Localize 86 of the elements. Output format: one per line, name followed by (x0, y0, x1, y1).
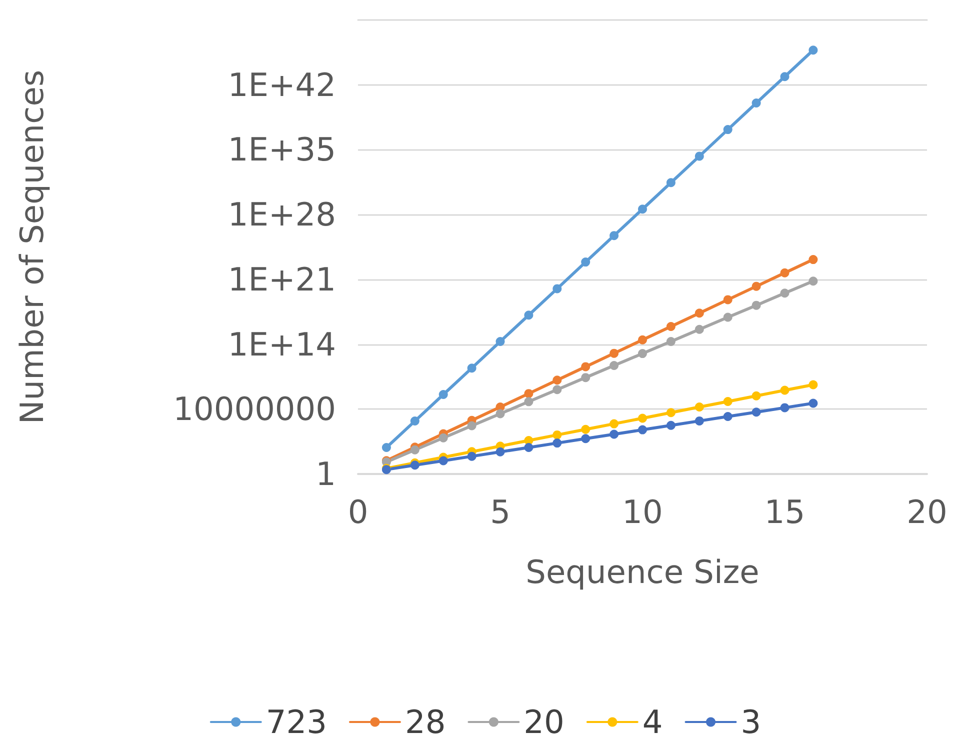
y-tick-label: 1E+14 (228, 325, 336, 364)
point (808, 380, 818, 390)
legend-label: 3 (740, 703, 762, 741)
point (438, 456, 448, 466)
point (524, 389, 534, 398)
point (581, 434, 590, 444)
x-tick-label: 20 (906, 493, 948, 531)
point (638, 335, 647, 344)
x-tick-label: 15 (764, 493, 806, 531)
point (694, 416, 704, 426)
point (694, 152, 704, 161)
point (808, 398, 818, 408)
point (581, 373, 590, 382)
point (552, 430, 562, 440)
point (638, 204, 647, 214)
point (382, 443, 391, 452)
point (467, 421, 476, 430)
point (723, 295, 732, 304)
point (780, 288, 790, 298)
point (666, 322, 676, 331)
point (780, 403, 790, 412)
point (581, 258, 590, 267)
point (723, 412, 732, 422)
point (723, 396, 732, 406)
legend-label: 20 (524, 703, 564, 741)
point (808, 255, 818, 264)
point (752, 282, 761, 291)
point (666, 408, 676, 418)
point (410, 445, 420, 454)
point (410, 416, 420, 426)
point (524, 397, 534, 406)
point (638, 349, 647, 358)
point (752, 391, 761, 400)
y-tick-label: 10000000 (173, 390, 336, 428)
x-axis-title: Sequence Size (526, 553, 760, 591)
point (610, 419, 619, 428)
point (524, 442, 534, 452)
point (808, 46, 818, 55)
y-axis-title: Number of Sequences (13, 70, 51, 424)
point (666, 337, 676, 346)
point (467, 364, 476, 373)
point (581, 362, 590, 372)
point (496, 447, 505, 456)
x-tick-label: 0 (348, 493, 368, 531)
legend-label: 4 (642, 703, 663, 741)
x-tick-label: 10 (622, 493, 663, 531)
legend-label: 28 (404, 703, 446, 741)
legend-label: 723 (266, 703, 327, 741)
point (638, 425, 647, 434)
point (524, 310, 534, 320)
point (467, 452, 476, 461)
point (610, 231, 619, 240)
point (496, 409, 505, 418)
point (694, 308, 704, 318)
point (780, 268, 790, 278)
point (780, 386, 790, 395)
y-tick-label: 1E+42 (228, 66, 336, 104)
y-tick-label: 1E+35 (228, 130, 336, 169)
y-tick-label: 1 (316, 455, 336, 493)
point (752, 98, 761, 108)
point (723, 312, 732, 322)
point (552, 376, 562, 385)
point (552, 438, 562, 448)
point (496, 337, 505, 346)
point (638, 414, 647, 423)
y-tick-label: 1E+21 (228, 260, 336, 298)
point (780, 72, 790, 82)
point (723, 125, 732, 134)
point (694, 324, 704, 334)
point (666, 178, 676, 188)
point (410, 460, 420, 470)
point (438, 390, 448, 400)
point (581, 424, 590, 434)
point (694, 402, 704, 412)
point (610, 348, 619, 358)
x-tick-label: 5 (490, 493, 510, 531)
point (808, 276, 818, 286)
point (552, 284, 562, 294)
point (666, 420, 676, 430)
y-tick-label: 1E+28 (228, 196, 336, 234)
point (610, 430, 619, 439)
point (438, 433, 448, 442)
point (752, 408, 761, 417)
point (610, 361, 619, 370)
point (552, 385, 562, 394)
point (752, 300, 761, 310)
